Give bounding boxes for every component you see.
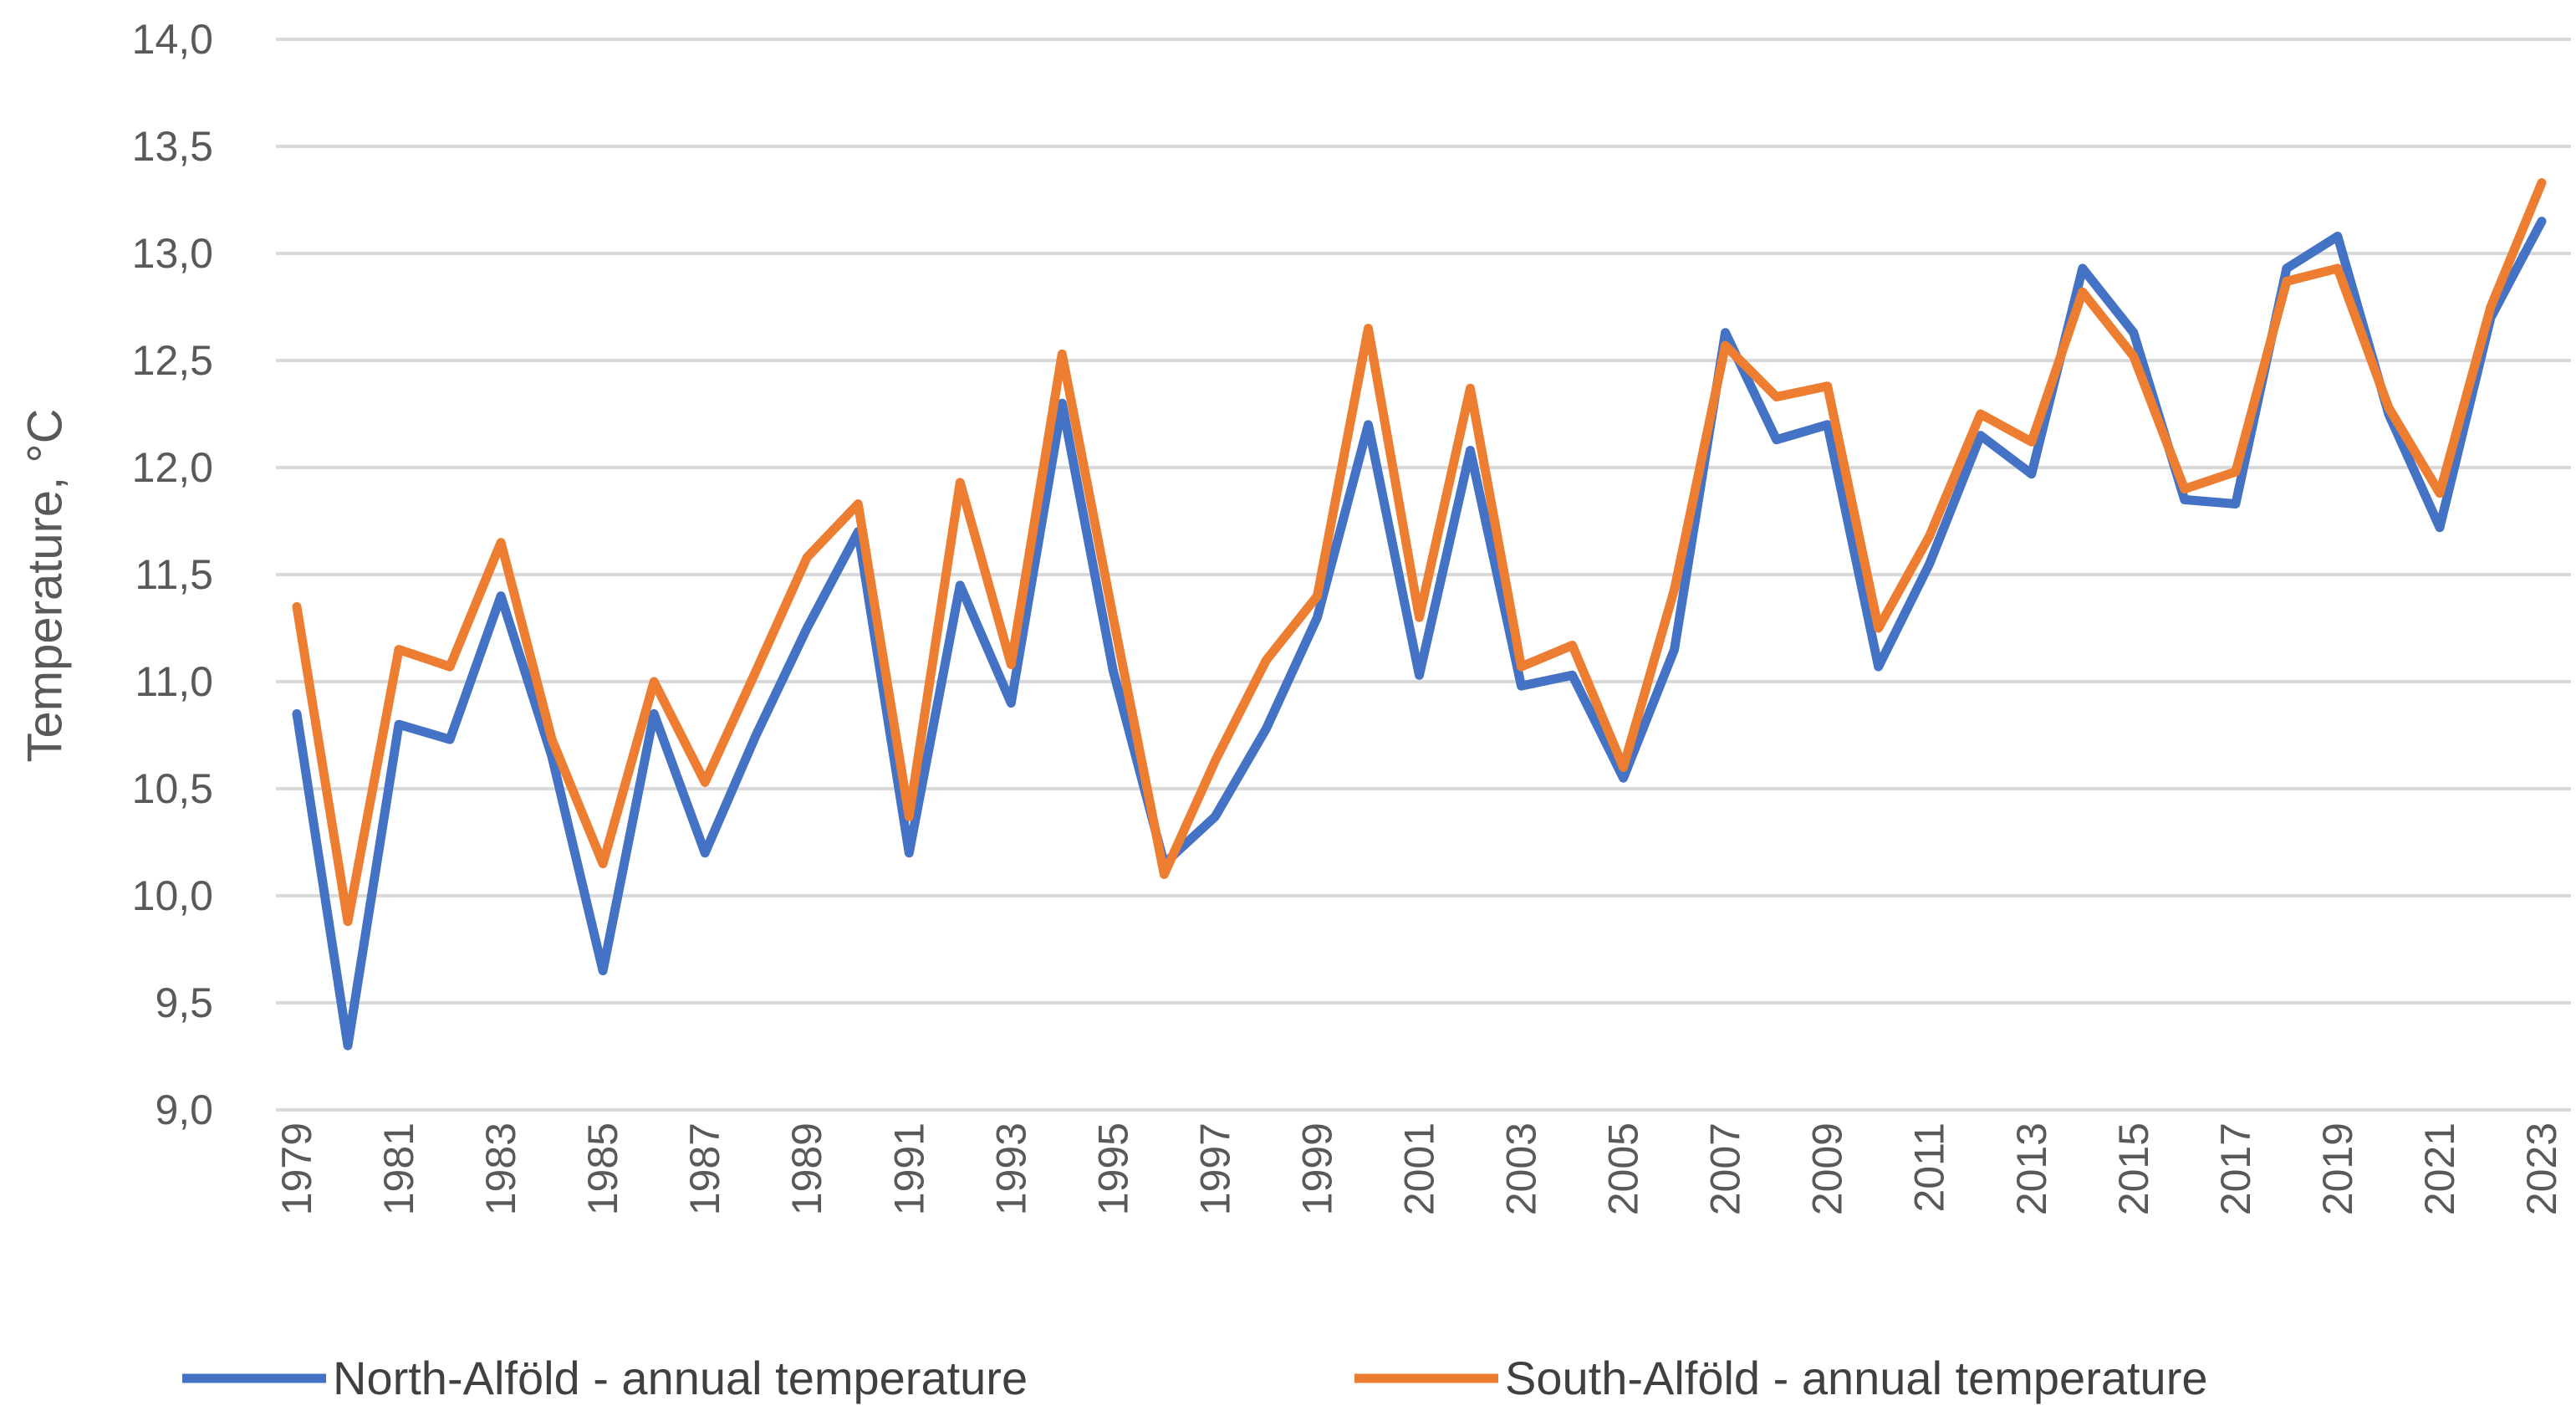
x-tick-label: 2005 [1600,1122,1647,1215]
x-tick-label: 2001 [1396,1122,1443,1215]
x-tick-label: 2011 [1906,1122,1953,1213]
y-tick-label: 10,5 [132,765,213,812]
x-tick-label: 1997 [1191,1122,1238,1215]
x-tick-label: 1995 [1089,1122,1136,1215]
y-axis-ticks: 9,0 9,5 10,0 10,5 11,0 11,5 12,0 12,5 13,0 13,5 14… [132,16,213,1133]
x-tick-label: 1999 [1293,1122,1340,1215]
y-tick-label: 14,0 [132,16,213,63]
x-tick-label: 2009 [1804,1122,1851,1215]
y-tick-label: 9,5 [155,979,213,1026]
x-tick-label: 2013 [2008,1122,2055,1215]
legend-item-south-alfold: South-Alföld - annual temperature [1354,1352,2208,1404]
y-tick-label: 10,0 [132,872,213,919]
legend-label: North-Alföld - annual temperature [333,1352,1028,1404]
x-axis-ticks: 1979 1981 1983 1985 1987 1989 1991 1993 1995 1997… [273,1122,2565,1215]
series-lines [292,178,2547,1050]
y-tick-label: 11,0 [135,658,213,705]
series-line-north-alfold [292,217,2547,1050]
x-tick-label: 2003 [1498,1122,1545,1215]
legend-item-north-alfold: North-Alföld - annual temperature [182,1352,1028,1404]
x-tick-label: 2015 [2110,1122,2157,1215]
series-line-south-alfold [292,178,2547,927]
x-tick-label: 2023 [2518,1122,2565,1215]
x-tick-label: 1991 [885,1122,932,1215]
x-tick-label: 2007 [1702,1122,1749,1215]
x-tick-label: 2019 [2314,1122,2361,1215]
y-tick-label: 13,5 [132,123,213,170]
x-tick-label: 2021 [2416,1122,2463,1215]
y-tick-label: 13,0 [132,230,213,277]
y-tick-label: 12,0 [132,444,213,491]
y-tick-label: 12,5 [132,337,213,384]
x-tick-label: 1979 [273,1122,320,1215]
legend: North-Alföld - annual temperature South-A… [182,1352,2208,1404]
x-tick-label: 1993 [987,1122,1034,1215]
y-tick-label: 11,5 [135,551,213,598]
x-tick-label: 1981 [375,1122,422,1215]
legend-label: South-Alföld - annual temperature [1505,1352,2208,1404]
x-tick-label: 2017 [2212,1122,2259,1215]
y-tick-label: 9,0 [155,1086,213,1133]
x-tick-label: 1985 [579,1122,626,1215]
y-axis-title: Temperature, °C [18,409,72,763]
x-tick-label: 1987 [681,1122,728,1215]
gridlines [276,38,2571,1112]
x-tick-label: 1983 [477,1122,524,1215]
x-tick-label: 1989 [783,1122,830,1215]
